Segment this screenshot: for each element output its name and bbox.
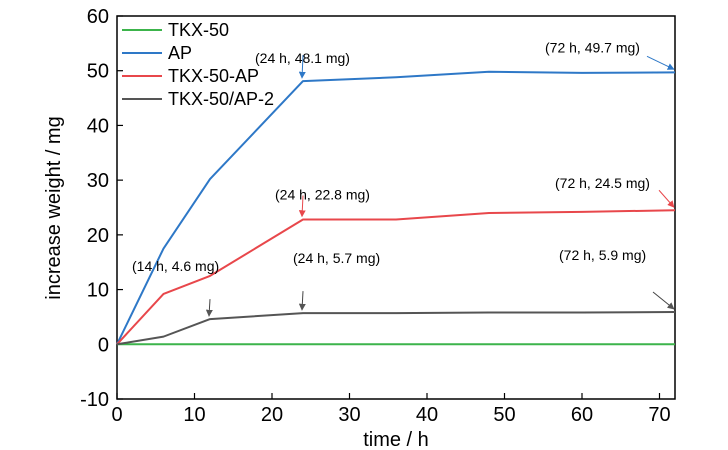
annotation-arrow xyxy=(652,291,675,310)
annotation-arrow xyxy=(646,55,675,70)
series-line-2 xyxy=(116,209,676,345)
legend-label: AP xyxy=(168,43,192,63)
annotation-arrow xyxy=(298,195,306,218)
series-lines xyxy=(116,70,676,346)
legend-label: TKX-50-AP xyxy=(168,66,259,86)
legend: TKX-50 AP TKX-50-AP TKX-50/AP-2 xyxy=(122,20,274,109)
x-axis-label: time / h xyxy=(363,429,429,450)
legend-label: TKX-50 xyxy=(168,20,229,40)
x-tick-label: 0 xyxy=(111,404,122,426)
annotations: (24 h, 48.1 mg)(72 h, 49.7 mg)(24 h, 22.… xyxy=(132,39,675,317)
y-axis-label: increase weight / mg xyxy=(43,116,65,299)
annotation-label: (72 h, 49.7 mg) xyxy=(545,39,640,55)
series-line-3 xyxy=(116,311,676,346)
annotation-label: (24 h, 22.8 mg) xyxy=(275,187,370,203)
annotation-label: (14 h, 4.6 mg) xyxy=(132,258,219,274)
y-tick-label: 40 xyxy=(87,115,109,137)
annotation-arrow xyxy=(205,299,213,317)
y-tick-label: 20 xyxy=(87,225,109,247)
annotation-arrow xyxy=(298,291,306,311)
x-tick-label: 60 xyxy=(571,404,593,426)
x-tick-label: 10 xyxy=(183,404,205,426)
x-tick-label: 50 xyxy=(493,404,515,426)
y-tick-label: 50 xyxy=(87,61,109,83)
x-tick-label: 30 xyxy=(338,404,360,426)
y-tick-label: -10 xyxy=(80,389,109,411)
x-tick-label: 20 xyxy=(261,404,283,426)
plot-frame xyxy=(116,15,676,400)
legend-label: TKX-50/AP-2 xyxy=(168,89,274,109)
y-tick-label: 60 xyxy=(87,6,109,28)
annotation-arrow xyxy=(298,55,306,79)
annotation-label: (72 h, 5.9 mg) xyxy=(559,247,646,263)
y-tick-label: 30 xyxy=(87,170,109,192)
y-tick-label: 0 xyxy=(98,334,109,356)
x-tick-label: 40 xyxy=(416,404,438,426)
annotation-arrow xyxy=(658,189,675,208)
series-line-1 xyxy=(116,70,676,345)
annotation-label: (72 h, 24.5 mg) xyxy=(555,175,650,191)
annotation-label: (24 h, 5.7 mg) xyxy=(293,250,380,266)
x-tick-label: 70 xyxy=(648,404,670,426)
y-tick-label: 10 xyxy=(87,280,109,302)
